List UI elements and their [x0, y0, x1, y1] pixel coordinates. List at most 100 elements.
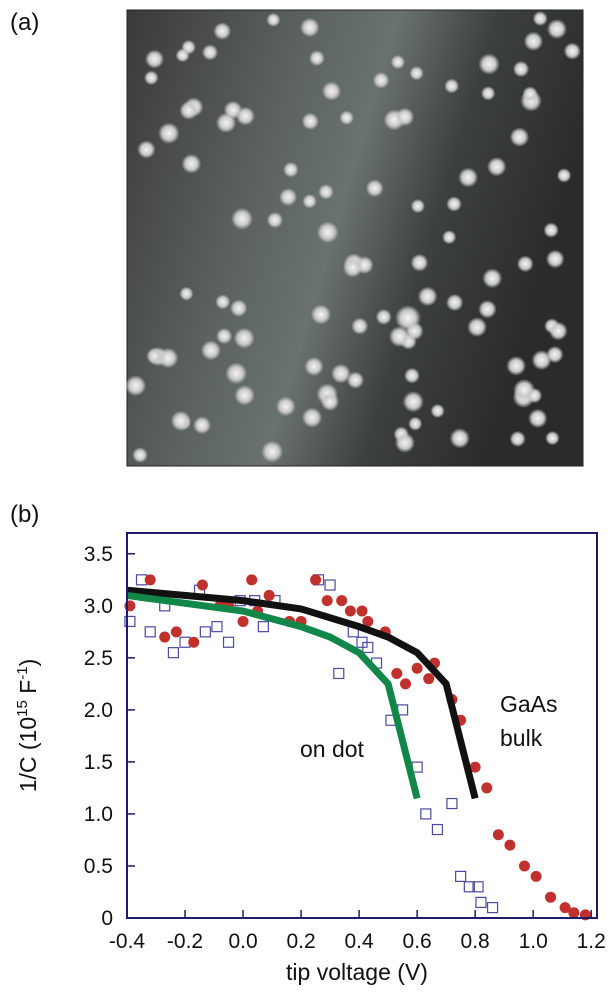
- point: [264, 590, 275, 601]
- quantum-dot: [510, 431, 526, 447]
- quantum-dot: [543, 222, 558, 237]
- quantum-dot: [513, 61, 529, 77]
- point: [258, 622, 268, 632]
- quantum-dot: [181, 154, 201, 174]
- quantum-dot: [545, 431, 559, 445]
- y-axis-label-part: 15: [14, 700, 31, 717]
- quantum-dot: [202, 44, 218, 60]
- quantum-dot: [366, 179, 384, 197]
- quantum-dot: [442, 230, 456, 244]
- quantum-dot: [546, 250, 565, 269]
- quantum-dot: [376, 309, 392, 325]
- point: [545, 892, 556, 903]
- quantum-dot: [318, 184, 334, 200]
- quantum-dot: [481, 86, 496, 101]
- x-tick-label: 0.6: [403, 930, 432, 953]
- quantum-dot: [458, 167, 478, 187]
- point: [400, 678, 411, 689]
- quantum-dot: [125, 375, 146, 396]
- x-tick-label: 0.8: [461, 930, 490, 953]
- point: [504, 840, 515, 851]
- point: [432, 825, 442, 835]
- quantum-dot: [373, 72, 390, 89]
- quantum-dot: [311, 304, 331, 324]
- quantum-dot: [478, 53, 499, 74]
- quantum-dot: [522, 86, 538, 102]
- point: [145, 627, 155, 637]
- quantum-dot: [408, 417, 422, 431]
- point: [310, 574, 321, 585]
- quantum-dot: [395, 305, 421, 331]
- y-axis-label-part: F: [15, 680, 41, 700]
- point: [200, 627, 210, 637]
- quantum-dot: [236, 107, 255, 126]
- quantum-dot: [276, 397, 296, 417]
- quantum-dot: [351, 318, 368, 335]
- quantum-dot: [201, 340, 221, 360]
- quantum-dot: [517, 255, 534, 272]
- quantum-dot: [267, 212, 283, 228]
- point: [531, 871, 542, 882]
- point: [145, 574, 156, 585]
- point: [493, 829, 504, 840]
- quantum-dot: [317, 221, 339, 243]
- quantum-dot: [181, 40, 196, 55]
- y-tick-label: 1.5: [84, 751, 113, 774]
- quantum-dot: [411, 199, 425, 213]
- quantum-dot: [557, 168, 572, 183]
- point: [357, 606, 368, 617]
- quantum-dot: [322, 81, 341, 100]
- quantum-dot: [444, 79, 459, 94]
- y-tick-label: 0.5: [84, 855, 113, 878]
- quantum-dot: [261, 441, 283, 463]
- quantum-dot: [145, 50, 164, 69]
- quantum-dot: [564, 42, 581, 59]
- y-tick-label: 0: [101, 907, 113, 930]
- quantum-dot: [549, 322, 568, 341]
- quantum-dot: [137, 140, 155, 158]
- point: [476, 897, 486, 907]
- line: [127, 595, 417, 798]
- x-tick-label: -0.4: [109, 930, 146, 953]
- quantum-dot: [533, 11, 548, 26]
- point: [212, 622, 222, 632]
- quantum-dot: [158, 123, 180, 145]
- quantum-dot: [482, 268, 502, 288]
- point: [345, 606, 356, 617]
- quantum-dot: [450, 428, 470, 448]
- point: [246, 574, 257, 585]
- annotation: GaAs: [500, 691, 558, 717]
- quantum-dot: [528, 409, 547, 428]
- quantum-dot: [216, 328, 232, 344]
- y-axis-label-part: ): [15, 659, 41, 667]
- quantum-dot: [193, 416, 211, 434]
- quantum-dot: [395, 433, 415, 453]
- point: [456, 871, 466, 881]
- quantum-dot: [506, 356, 526, 376]
- point: [159, 632, 170, 643]
- quantum-dot: [225, 362, 247, 384]
- quantum-dot: [409, 66, 423, 80]
- quantum-dot: [321, 392, 340, 411]
- quantum-dot: [179, 101, 198, 120]
- quantum-dot: [396, 108, 415, 127]
- quantum-dot: [467, 317, 487, 337]
- quantum-dot: [144, 71, 159, 86]
- point: [447, 799, 457, 809]
- x-tick-label: 0.4: [344, 930, 374, 953]
- point: [412, 663, 423, 674]
- point: [568, 907, 579, 918]
- quantum-dot: [446, 294, 463, 311]
- quantum-dot: [179, 287, 193, 301]
- quantum-dot: [216, 113, 236, 133]
- quantum-dot: [213, 22, 231, 40]
- quantum-dot: [146, 348, 163, 365]
- y-tick-label: 1.0: [84, 803, 113, 826]
- point: [188, 637, 199, 648]
- x-tick-label: 0.0: [228, 930, 257, 953]
- point: [336, 595, 347, 606]
- quantum-dot: [304, 357, 323, 376]
- point: [224, 637, 234, 647]
- quantum-dot: [510, 127, 529, 146]
